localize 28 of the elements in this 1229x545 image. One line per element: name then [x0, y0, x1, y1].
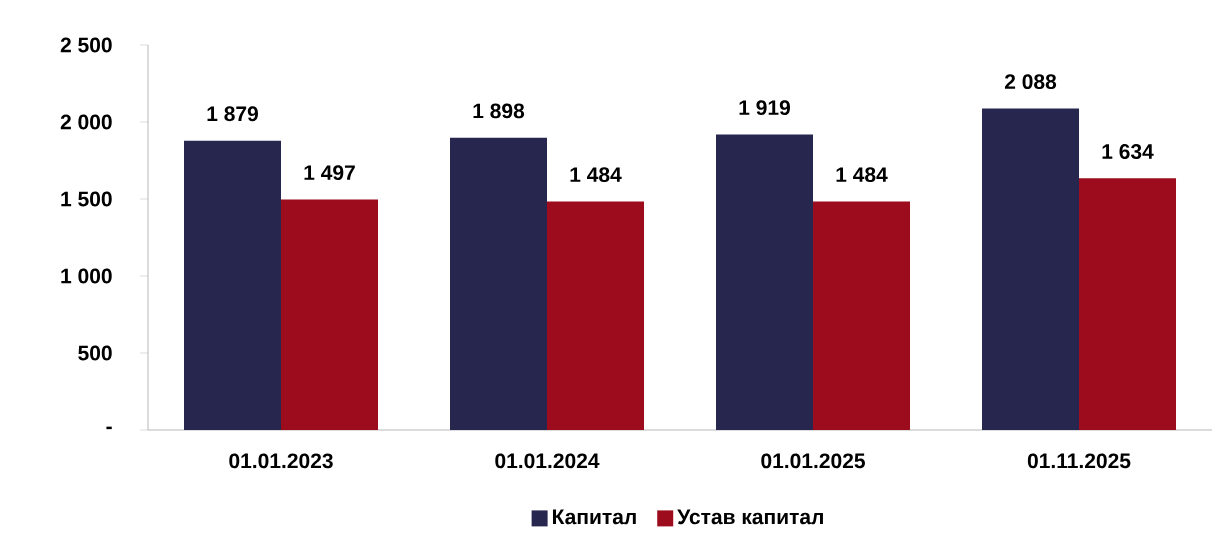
data-label: 1 497: [304, 165, 355, 181]
x-tick-label: 01.01.2023: [229, 453, 333, 469]
bar: [1079, 178, 1177, 430]
x-tick-label: 01.01.2024: [495, 453, 600, 469]
data-label: 1 484: [836, 167, 888, 183]
y-tick-label: 1 500: [61, 191, 112, 207]
data-label: 2 088: [1004, 74, 1057, 90]
bar: [813, 201, 911, 430]
bar: [982, 108, 1080, 430]
x-tick-label: 01.11.2025: [1027, 453, 1131, 469]
y-tick-label: 2 000: [60, 114, 112, 130]
bar: [281, 199, 378, 430]
data-label: 1 634: [1102, 144, 1154, 159]
y-tick-label: 2 500: [60, 37, 112, 53]
y-tick-label: -: [106, 426, 112, 430]
bar: [450, 137, 547, 430]
legend-label: Капитал: [552, 509, 636, 525]
bar: [716, 134, 814, 430]
legend-label: Устав капитал: [677, 509, 823, 525]
y-tick-label: 500: [78, 345, 112, 361]
data-label: 1 484: [570, 167, 622, 183]
bar: [547, 201, 645, 430]
x-tick-label: 01.01.2025: [761, 453, 865, 469]
bar: [184, 140, 281, 430]
data-label: 1 879: [207, 106, 258, 122]
data-label: 1 898: [473, 103, 525, 119]
data-label: 1 919: [739, 100, 790, 116]
y-tick-label: 1 000: [61, 268, 112, 284]
